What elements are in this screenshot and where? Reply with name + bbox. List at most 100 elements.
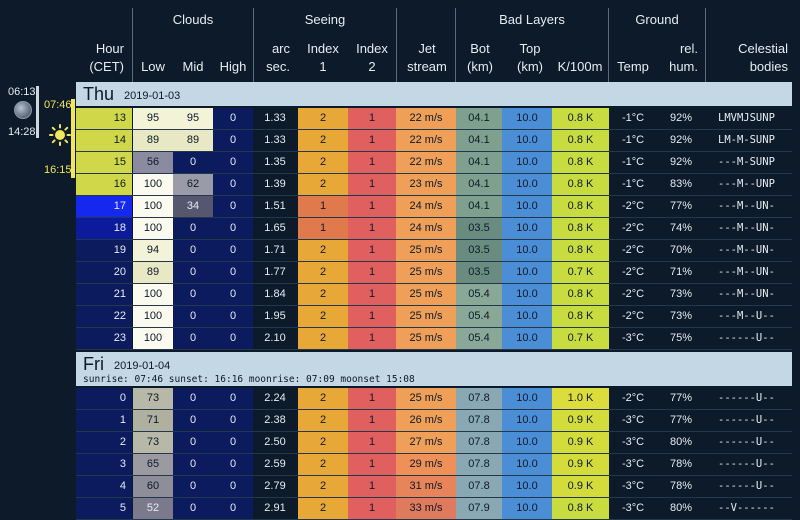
cell-temp: -2°C bbox=[621, 392, 645, 404]
table-header: Clouds Seeing Bad Layers Ground Hour (CE… bbox=[0, 0, 800, 82]
cell-top: 10.0 bbox=[502, 498, 552, 519]
table-row: 4 60 0 0 2.79 2 1 31 m/s 07.8 10.0 0.9 K -3°C 78% ---… bbox=[76, 476, 792, 498]
cell-k: 0.8 K bbox=[552, 130, 609, 151]
cell-idx1: 2 bbox=[298, 410, 348, 431]
cell-top: 10.0 bbox=[502, 306, 552, 327]
cell-idx1: 2 bbox=[298, 388, 348, 409]
cell-hum: 74% bbox=[669, 222, 692, 234]
cell-k: 1.0 K bbox=[552, 388, 609, 409]
cell-high: 0 bbox=[213, 174, 253, 195]
cell-top: 10.0 bbox=[502, 284, 552, 305]
header-divider bbox=[455, 8, 456, 82]
cell-top: 10.0 bbox=[502, 410, 552, 431]
cell-idx2: 1 bbox=[348, 454, 396, 475]
cell-idx2: 1 bbox=[348, 240, 396, 261]
cell-hour: 14 bbox=[76, 130, 132, 151]
row-divider bbox=[76, 497, 792, 498]
cell-k: 0.9 K bbox=[552, 454, 609, 475]
cell-hum: 83% bbox=[669, 178, 692, 190]
cell-low: 52 bbox=[133, 498, 173, 519]
cell-low: 89 bbox=[133, 130, 173, 151]
cell-bot: 03.5 bbox=[456, 262, 502, 283]
cell-high: 0 bbox=[213, 328, 253, 349]
cell-jet: 24 m/s bbox=[396, 196, 456, 217]
cell-temp: -2°C bbox=[621, 310, 645, 322]
cell-bot: 04.1 bbox=[456, 196, 502, 217]
cell-idx1: 2 bbox=[298, 130, 348, 151]
cell-mid: 0 bbox=[173, 328, 213, 349]
cell-mid: 0 bbox=[173, 476, 213, 497]
cell-arcsec: 2.91 bbox=[254, 498, 296, 519]
sun-moon-sidebar: 06:13 14:28 07:46 16:15 bbox=[0, 82, 76, 512]
cell-high: 0 bbox=[213, 130, 253, 151]
row-divider bbox=[76, 239, 792, 240]
cell-jet: 27 m/s bbox=[396, 432, 456, 453]
cell-mid: 95 bbox=[173, 108, 213, 129]
table-row: 18 100 0 0 1.65 1 1 24 m/s 03.5 10.0 0.8 K -2°C 74% -… bbox=[76, 218, 792, 240]
cell-arcsec: 2.38 bbox=[254, 410, 296, 431]
cell-top: 10.0 bbox=[502, 454, 552, 475]
day-name: Thu bbox=[83, 84, 115, 104]
cell-cel: ------U-- bbox=[718, 436, 775, 448]
cell-hum: 92% bbox=[669, 134, 692, 146]
row-divider bbox=[76, 409, 792, 410]
cell-jet: 25 m/s bbox=[396, 388, 456, 409]
cell-arcsec: 2.59 bbox=[254, 454, 296, 475]
cell-bot: 07.8 bbox=[456, 432, 502, 453]
cell-cel: ------U-- bbox=[718, 332, 775, 344]
cell-cel: LM-M-SUNP bbox=[718, 134, 775, 146]
moon-icon bbox=[14, 101, 32, 119]
cell-jet: 25 m/s bbox=[396, 262, 456, 283]
cell-temp: -2°C bbox=[621, 266, 645, 278]
cell-bot: 05.4 bbox=[456, 306, 502, 327]
cell-idx1: 2 bbox=[298, 174, 348, 195]
cell-mid: 0 bbox=[173, 410, 213, 431]
cell-high: 0 bbox=[213, 240, 253, 261]
cell-k: 0.7 K bbox=[552, 328, 609, 349]
cell-arcsec: 1.33 bbox=[254, 108, 296, 129]
cell-idx2: 1 bbox=[348, 152, 396, 173]
cell-hour: 4 bbox=[76, 476, 132, 497]
table-row: 19 94 0 0 1.71 2 1 25 m/s 03.5 10.0 0.8 K -2°C 70% --… bbox=[76, 240, 792, 262]
cell-low: 100 bbox=[133, 328, 173, 349]
row-divider bbox=[76, 349, 792, 350]
moonrise-time: 06:13 bbox=[8, 86, 36, 98]
cell-idx1: 2 bbox=[298, 108, 348, 129]
cell-k: 0.8 K bbox=[552, 196, 609, 217]
col-mid: Mid bbox=[182, 59, 204, 74]
cell-arcsec: 1.77 bbox=[254, 262, 296, 283]
table-row: 5 52 0 0 2.91 2 1 33 m/s 07.9 10.0 0.8 K -3°C 80% --V… bbox=[76, 498, 792, 520]
day-header: Thu 2019-01-03 bbox=[76, 82, 792, 106]
cell-jet: 23 m/s bbox=[396, 174, 456, 195]
cell-arcsec: 2.50 bbox=[254, 432, 296, 453]
cell-idx1: 1 bbox=[298, 218, 348, 239]
cell-hum: 78% bbox=[669, 458, 692, 470]
cell-k: 0.8 K bbox=[552, 306, 609, 327]
cell-arcsec: 2.10 bbox=[254, 328, 296, 349]
cell-jet: 25 m/s bbox=[396, 306, 456, 327]
header-divider bbox=[396, 8, 397, 82]
table-row: 14 89 89 0 1.33 2 1 22 m/s 04.1 10.0 0.8 K -1°C 92% L… bbox=[76, 130, 792, 152]
cell-hum: 77% bbox=[669, 200, 692, 212]
table-row: 23 100 0 0 2.10 2 1 25 m/s 05.4 10.0 0.7 K -3°C 75% -… bbox=[76, 328, 792, 350]
header-divider bbox=[705, 8, 706, 82]
cell-cel: ---M--UN- bbox=[718, 222, 775, 234]
cell-bot: 07.8 bbox=[456, 410, 502, 431]
cell-cel: ------U-- bbox=[718, 480, 775, 492]
cell-mid: 0 bbox=[173, 152, 213, 173]
table-row: 2 73 0 0 2.50 2 1 27 m/s 07.8 10.0 0.9 K -3°C 80% ---… bbox=[76, 432, 792, 454]
cell-k: 0.8 K bbox=[552, 498, 609, 519]
cell-hum: 78% bbox=[669, 480, 692, 492]
cell-high: 0 bbox=[213, 388, 253, 409]
cell-hour: 18 bbox=[76, 218, 132, 239]
col-k100: K/100m bbox=[557, 59, 603, 74]
moon-visibility-bar bbox=[36, 86, 39, 138]
cell-jet: 24 m/s bbox=[396, 218, 456, 239]
cell-hour: 0 bbox=[76, 388, 132, 409]
cell-idx2: 1 bbox=[348, 174, 396, 195]
cell-hum: 73% bbox=[669, 288, 692, 300]
cell-cel: ---M--U-- bbox=[718, 310, 775, 322]
table-row: 22 100 0 0 1.95 2 1 25 m/s 05.4 10.0 0.8 K -2°C 73% -… bbox=[76, 306, 792, 328]
cell-low: 100 bbox=[133, 284, 173, 305]
moonset-time: 14:28 bbox=[8, 126, 36, 138]
